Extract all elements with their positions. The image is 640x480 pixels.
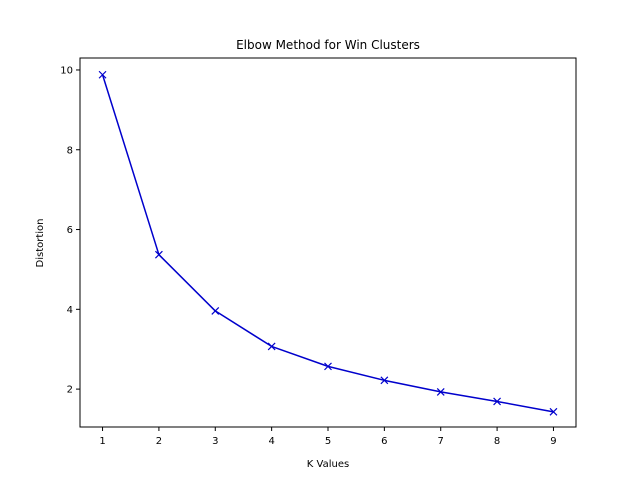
x-tick-label: 4: [268, 436, 274, 447]
x-tick-label: 6: [381, 436, 387, 447]
data-point-marker: [549, 407, 558, 416]
y-tick-label: 4: [67, 305, 73, 316]
x-tick-label: 7: [438, 436, 444, 447]
x-tick-label: 8: [494, 436, 500, 447]
y-tick-label: 6: [67, 225, 73, 236]
x-tick-label: 9: [550, 436, 556, 447]
data-point-marker: [267, 342, 276, 351]
series-layer: [98, 70, 558, 416]
data-point-marker: [493, 397, 502, 406]
chart-title: Elbow Method for Win Clusters: [236, 38, 420, 52]
data-point-marker: [154, 250, 163, 259]
data-point-marker: [98, 70, 107, 79]
x-axis-label: K Values: [307, 459, 349, 470]
y-axis-label: Distortion: [35, 219, 46, 268]
y-tick-label: 8: [67, 145, 73, 156]
x-axis: 1 2 3 4 5 6 7 8 9: [99, 427, 557, 447]
data-point-marker: [436, 387, 445, 396]
data-point-marker: [211, 306, 220, 315]
x-tick-label: 5: [325, 436, 331, 447]
data-point-marker: [324, 362, 332, 371]
y-axis: 2 4 6 8 10: [60, 65, 80, 396]
data-point-marker: [380, 376, 389, 385]
y-tick-label: 10: [60, 65, 73, 76]
y-tick-label: 2: [67, 385, 73, 396]
x-tick-label: 2: [156, 436, 162, 447]
x-tick-label: 3: [212, 436, 218, 447]
x-tick-label: 1: [99, 436, 105, 447]
